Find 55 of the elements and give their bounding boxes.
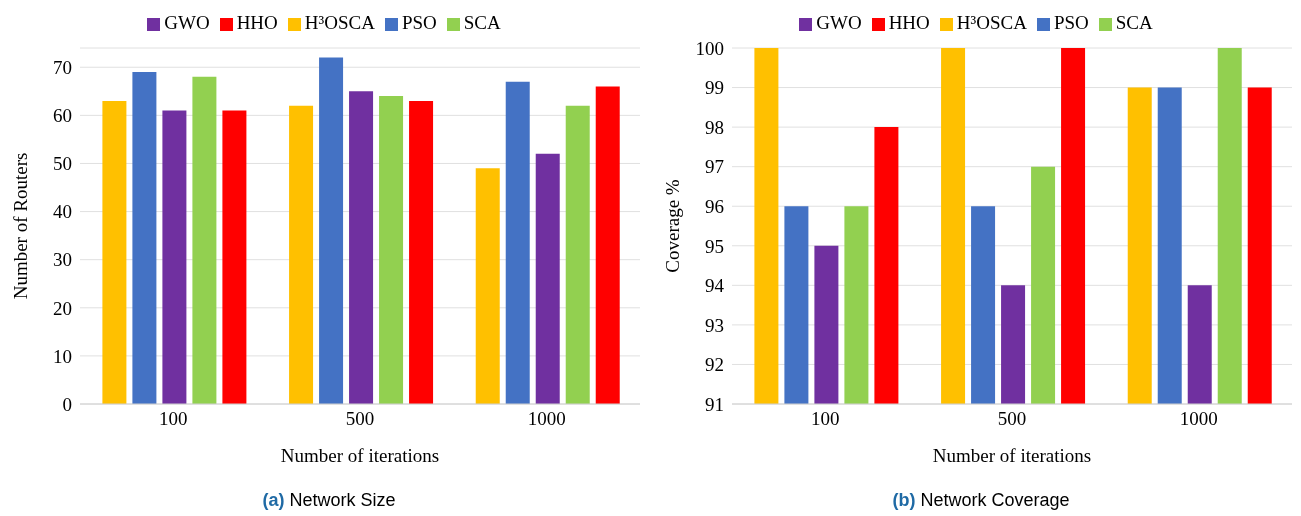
y-axis-title: Number of Routers: [9, 152, 31, 300]
y-tick-label: 97: [705, 156, 724, 178]
bar: [289, 105, 314, 404]
y-tick-label: 60: [53, 105, 72, 127]
legend-label: GWO: [164, 12, 210, 33]
x-tick-label: 1000: [1179, 408, 1218, 430]
bar: [192, 76, 217, 404]
y-tick-label: 30: [53, 249, 72, 271]
bar: [565, 105, 590, 404]
legend-label: H³OSCA: [304, 12, 375, 33]
x-axis-title: Number of iterations: [932, 445, 1092, 466]
bar: [475, 168, 500, 404]
legend-label: SCA: [463, 12, 501, 33]
y-tick-label: 96: [705, 195, 724, 217]
y-tick-label: 94: [705, 275, 725, 297]
text: (a) Network Size: [262, 490, 396, 510]
y-tick-label: 98: [705, 116, 724, 138]
bar: [132, 72, 157, 404]
bar: [409, 100, 434, 404]
x-tick-label: 100: [811, 408, 840, 430]
bar: [102, 100, 127, 404]
y-tick-label: 100: [695, 37, 724, 59]
x-tick-label: 500: [997, 408, 1027, 430]
bar: [535, 153, 560, 404]
bar: [379, 96, 404, 404]
y-tick-label: 99: [705, 77, 724, 99]
y-tick-label: 50: [53, 153, 72, 175]
x-axis-title: Number of iterations: [280, 445, 440, 466]
bar: [595, 86, 620, 404]
bar: [505, 81, 530, 404]
y-tick-label: 40: [53, 201, 72, 223]
x-tick-label: 500: [345, 408, 375, 430]
text: (b) Network Coverage: [892, 490, 1070, 510]
y-tick-label: 10: [53, 345, 72, 367]
y-axis-title: Coverage %: [661, 179, 683, 273]
y-tick-label: 70: [53, 56, 72, 78]
y-tick-label: 92: [705, 354, 724, 376]
legend-label: PSO: [401, 12, 437, 33]
bar: [162, 110, 187, 404]
legend-label: H³OSCA: [956, 12, 1027, 33]
legend-label: SCA: [1115, 12, 1153, 33]
y-tick-label: 95: [705, 235, 724, 257]
x-tick-label: 100: [159, 408, 188, 430]
bar: [319, 57, 344, 404]
y-tick-label: 93: [705, 314, 724, 336]
bar: [222, 110, 247, 404]
y-tick-label: 91: [705, 393, 724, 415]
bar: [349, 91, 374, 404]
y-tick-label: 0: [62, 393, 72, 415]
legend-label: HHO: [888, 12, 930, 33]
legend-label: HHO: [236, 12, 278, 33]
x-tick-label: 1000: [527, 408, 566, 430]
legend-label: PSO: [1053, 12, 1089, 33]
y-tick-label: 20: [53, 297, 72, 319]
legend-label: GWO: [816, 12, 862, 33]
